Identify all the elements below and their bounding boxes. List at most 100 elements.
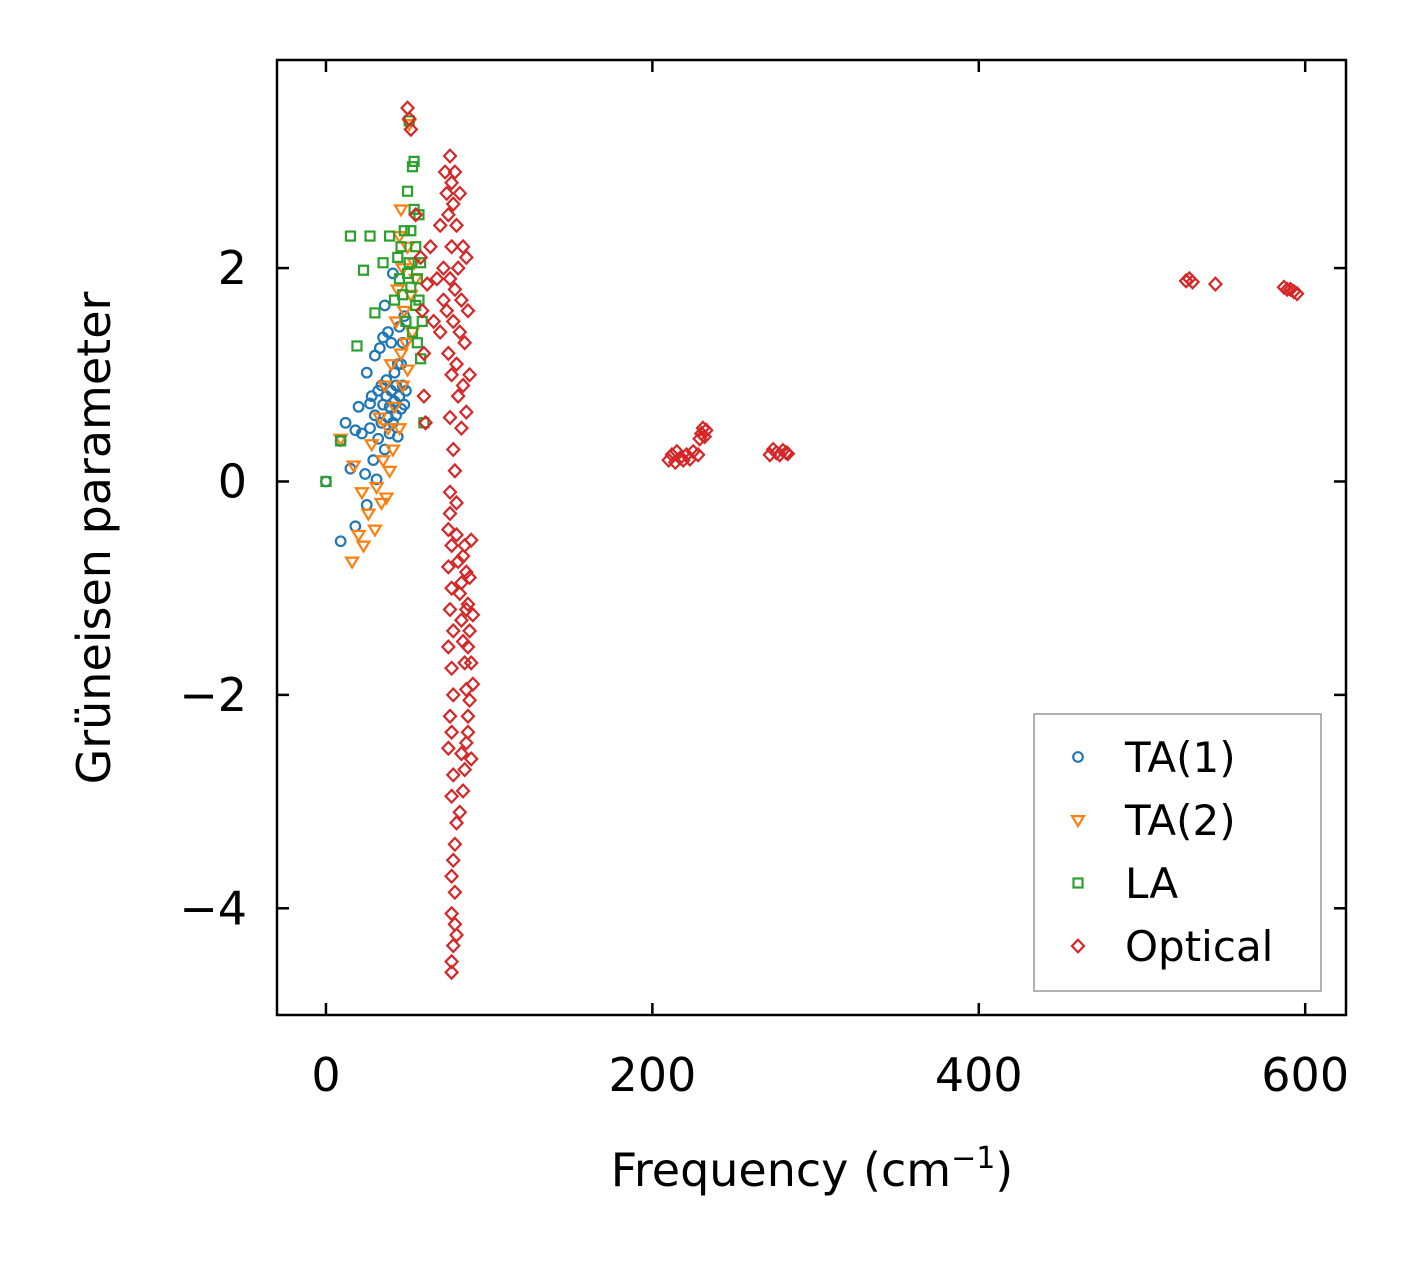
legend-label: Optical [1125,922,1273,971]
data-point [398,225,410,237]
data-point [444,724,460,741]
data-point [667,454,683,471]
data-point [458,249,474,266]
x-axis-label-close: ) [995,1143,1013,1197]
data-point [453,574,469,591]
data-point [364,397,376,410]
x-tick-label: 200 [608,1048,696,1102]
legend-marker [1072,751,1084,763]
data-point [442,409,458,426]
data-point [432,324,448,340]
data-point [780,445,796,462]
data-point [449,356,465,373]
data-point [762,446,778,463]
data-point [429,270,445,287]
data-point [352,400,365,413]
data-point [447,884,463,901]
data-point [444,366,460,383]
legend: TA(1) TA(2) LA Optical [1033,713,1322,992]
data-point [381,465,398,479]
data-point [447,164,463,180]
data-point [457,334,473,351]
data-point [406,326,419,338]
data-point [449,217,465,234]
data-point [440,740,456,757]
data-point [463,532,479,549]
data-point [345,460,362,474]
data-point [416,345,432,362]
data-point [349,520,362,533]
data-marks [320,100,1305,981]
data-point [370,473,383,486]
data-point [445,686,461,703]
data-point [350,529,367,543]
data-point [371,412,388,426]
x-tick-label: 0 [311,1048,340,1102]
data-point [440,206,456,223]
data-point [380,423,396,437]
data-point [391,423,408,437]
data-point [349,424,362,437]
data-point [422,238,438,255]
data-point [397,289,409,301]
data-point [445,313,461,330]
data-point [445,767,461,783]
data-point [369,307,381,319]
data-point [450,388,466,405]
data-point [400,315,412,328]
data-point [364,422,376,435]
data-point [357,264,370,276]
data-point [445,937,461,954]
data-point [669,443,685,460]
data-point [439,302,455,319]
data-point [435,260,451,276]
data-point [437,164,453,180]
data-point [360,508,377,522]
data-point [450,553,466,570]
data-point [440,638,456,655]
x-axis-ticks: 0 200 400 600 [311,60,1349,1102]
data-point [452,804,468,821]
plot-frame [275,58,1348,1017]
data-point [376,380,393,394]
data-point [384,230,396,242]
y-tick-label: 0 [218,454,247,508]
data-point [355,427,368,440]
data-point [452,185,468,202]
data-point [462,692,478,709]
data-point [455,783,471,799]
x-tick-label: 400 [935,1048,1023,1102]
data-point [364,230,376,242]
data-point [413,209,425,221]
data-point [385,336,398,349]
data-point [698,422,714,439]
data-point [353,487,370,501]
data-point [458,404,474,421]
data-point [399,364,416,378]
data-point [394,380,411,394]
data-point [449,815,465,831]
data-point [450,260,466,276]
data-point [444,580,460,597]
data-point [380,374,393,387]
data-point [400,100,416,116]
data-point [458,564,474,581]
data-point [372,432,385,445]
data-point [460,596,476,613]
data-point [414,302,430,319]
data-point [447,281,463,298]
data-point [359,468,372,480]
data-point [463,654,479,671]
data-point [320,475,332,488]
x-axis-label-exponent: −1 [951,1141,995,1176]
data-point [393,204,409,218]
data-point [373,497,390,511]
series-optical [400,100,1305,981]
data-point [664,446,680,463]
data-point [445,622,461,639]
data-point [388,316,405,330]
data-point [440,521,456,538]
data-point [462,366,478,383]
data-point [344,230,357,242]
legend-label: LA [1125,859,1178,908]
